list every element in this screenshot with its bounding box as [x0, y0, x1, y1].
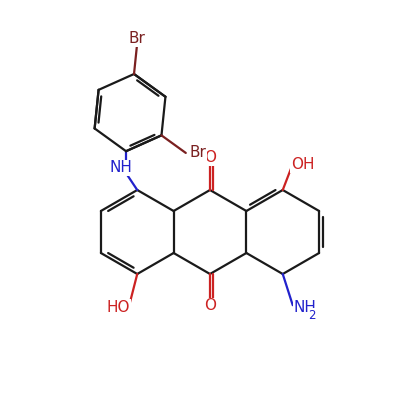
Text: 2: 2	[308, 309, 315, 322]
Text: O: O	[204, 298, 216, 314]
Text: NH: NH	[293, 300, 316, 315]
Text: Br: Br	[129, 32, 146, 46]
Text: O: O	[204, 150, 216, 166]
Text: OH: OH	[291, 157, 315, 172]
Text: Br: Br	[189, 146, 206, 160]
Text: NH: NH	[110, 160, 133, 176]
Text: HO: HO	[106, 300, 130, 315]
